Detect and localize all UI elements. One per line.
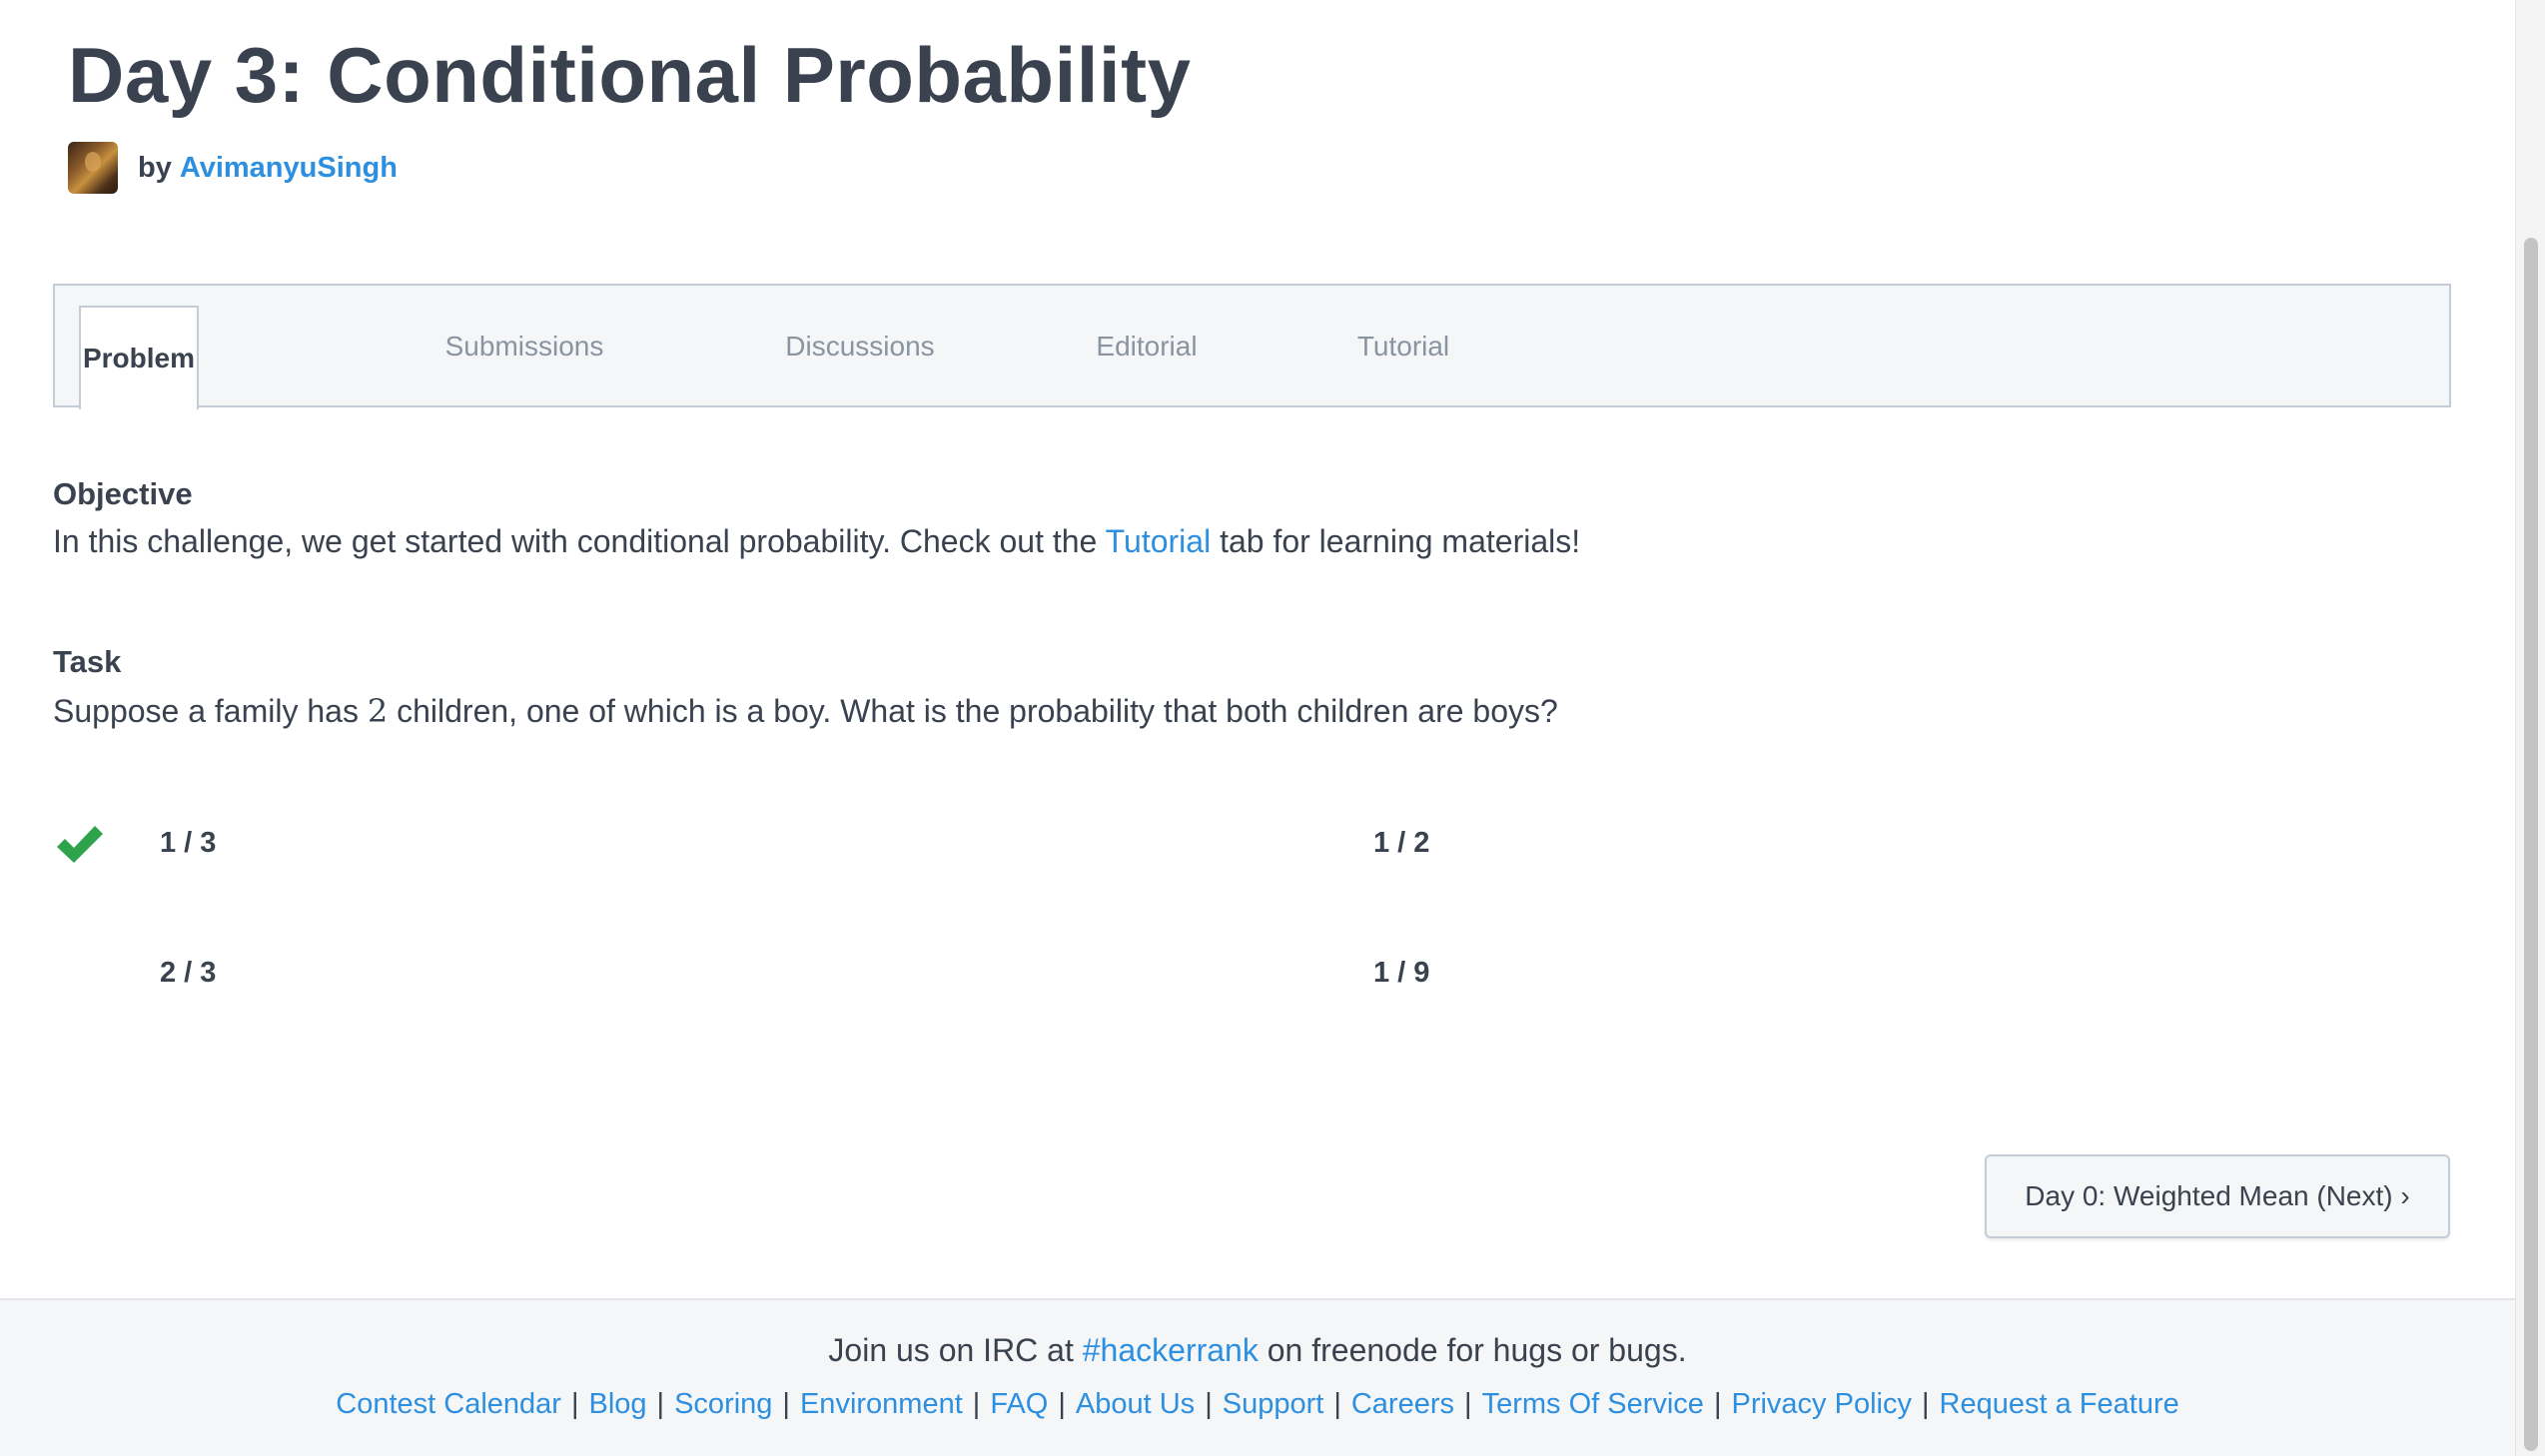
task-heading: Task (53, 644, 122, 679)
footer-separator: | (656, 1388, 665, 1420)
irc-line: Join us on IRC at #hackerrank on freenod… (0, 1332, 2515, 1369)
objective-heading: Objective (53, 476, 193, 511)
option-3[interactable]: 2 / 3 (160, 957, 217, 989)
scrollbar[interactable] (2515, 0, 2545, 1456)
task-number: 2 (367, 692, 389, 730)
tab-editorial[interactable]: Editorial (1096, 331, 1198, 362)
footer-link-request-feature[interactable]: Request a Feature (1939, 1388, 2179, 1420)
irc-text-after: on freenode for hugs or bugs. (1258, 1332, 1687, 1368)
footer-separator: | (1058, 1388, 1066, 1420)
author-avatar[interactable] (68, 142, 118, 194)
footer-separator: | (570, 1388, 579, 1420)
tutorial-link[interactable]: Tutorial (1105, 523, 1212, 559)
footer-link-support[interactable]: Support (1222, 1388, 1324, 1420)
footer-link-faq[interactable]: FAQ (990, 1388, 1049, 1420)
footer-link-scoring[interactable]: Scoring (674, 1388, 773, 1420)
tab-discussions[interactable]: Discussions (785, 331, 935, 362)
option-2[interactable]: 1 / 2 (1373, 827, 1430, 859)
footer-separator: | (782, 1388, 790, 1420)
task-text-before: Suppose a family has (53, 693, 368, 729)
footer-separator: | (1333, 1388, 1341, 1420)
footer-link-terms[interactable]: Terms Of Service (1481, 1388, 1704, 1420)
irc-text-before: Join us on IRC at (828, 1332, 1083, 1368)
irc-link[interactable]: #hackerrank (1082, 1332, 1259, 1368)
scrollbar-thumb[interactable] (2524, 238, 2538, 1451)
task-text-after: children, one of which is a boy. What is… (388, 693, 1558, 729)
footer-separator: | (1921, 1388, 1930, 1420)
tab-submissions[interactable]: Submissions (444, 331, 604, 362)
task-text: Suppose a family has 2 children, one of … (53, 692, 1558, 730)
tab-problem[interactable]: Problem (79, 306, 199, 409)
author-link[interactable]: AvimanyuSingh (179, 151, 398, 184)
footer-separator: | (1713, 1388, 1722, 1420)
footer-link-careers[interactable]: Careers (1350, 1388, 1455, 1420)
page-title: Day 3: Conditional Probability (68, 31, 1192, 119)
by-label: by (138, 151, 172, 184)
footer-separator: | (1464, 1388, 1472, 1420)
objective-text-before: In this challenge, we get started with c… (53, 523, 1106, 559)
objective-text-after: tab for learning materials! (1211, 523, 1581, 559)
footer-separator: | (1205, 1388, 1213, 1420)
next-challenge-button[interactable]: Day 0: Weighted Mean (Next) › (1985, 1154, 2450, 1238)
footer-link-environment[interactable]: Environment (799, 1388, 963, 1420)
footer: Join us on IRC at #hackerrank on freenod… (0, 1298, 2515, 1456)
check-icon (57, 826, 103, 863)
tab-tutorial[interactable]: Tutorial (1356, 331, 1450, 362)
tab-bar: Problem Submissions Discussions Editoria… (53, 284, 2451, 409)
footer-link-about-us[interactable]: About Us (1075, 1388, 1196, 1420)
objective-text: In this challenge, we get started with c… (53, 523, 1580, 560)
footer-link-privacy[interactable]: Privacy Policy (1731, 1388, 1912, 1420)
author-row: by AvimanyuSingh (68, 142, 398, 194)
option-1[interactable]: 1 / 3 (160, 827, 217, 859)
option-4[interactable]: 1 / 9 (1373, 957, 1430, 989)
footer-link-blog[interactable]: Blog (588, 1388, 647, 1420)
footer-links: Contest Calendar | Blog | Scoring | Environmen… (0, 1388, 2515, 1421)
footer-separator: | (972, 1388, 981, 1420)
footer-link-contest-calendar[interactable]: Contest Calendar (336, 1388, 561, 1420)
